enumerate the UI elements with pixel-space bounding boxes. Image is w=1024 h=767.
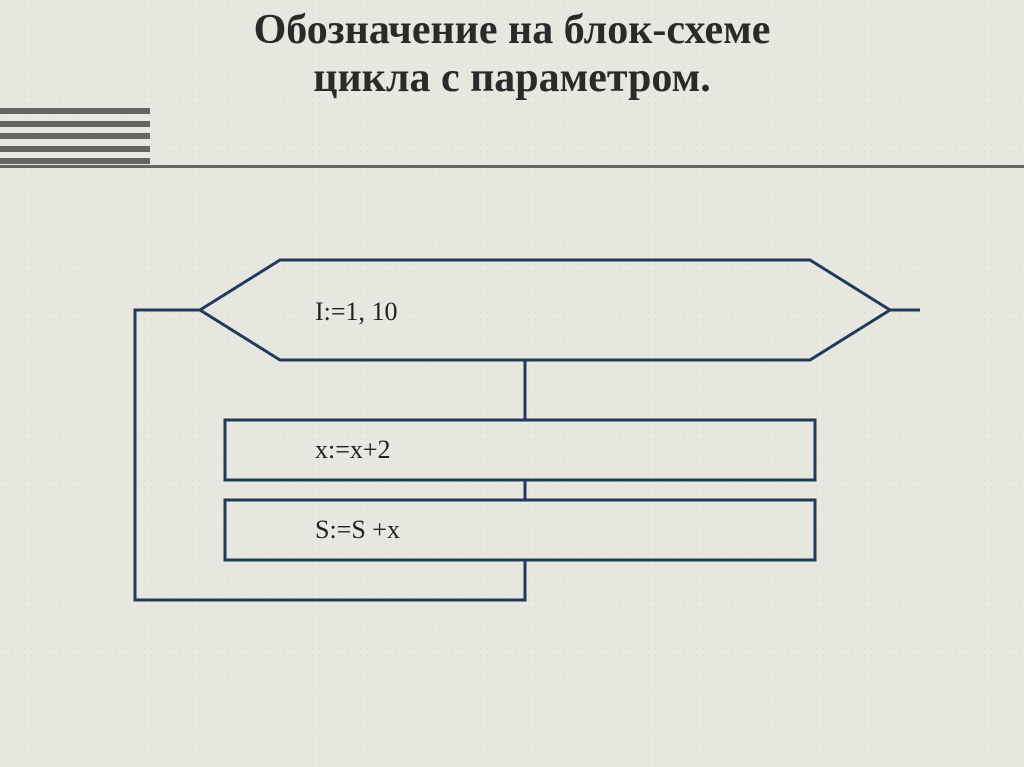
node-body-1-label: x:=x+2 (315, 435, 391, 464)
node-body-1 (225, 420, 815, 480)
flowchart: I:=1, 10 x:=x+2 S:=S +x (0, 0, 1024, 767)
node-loop-header (200, 260, 890, 360)
node-body-2-label: S:=S +x (315, 515, 400, 544)
node-loop-header-label: I:=1, 10 (315, 297, 398, 326)
node-body-2 (225, 500, 815, 560)
